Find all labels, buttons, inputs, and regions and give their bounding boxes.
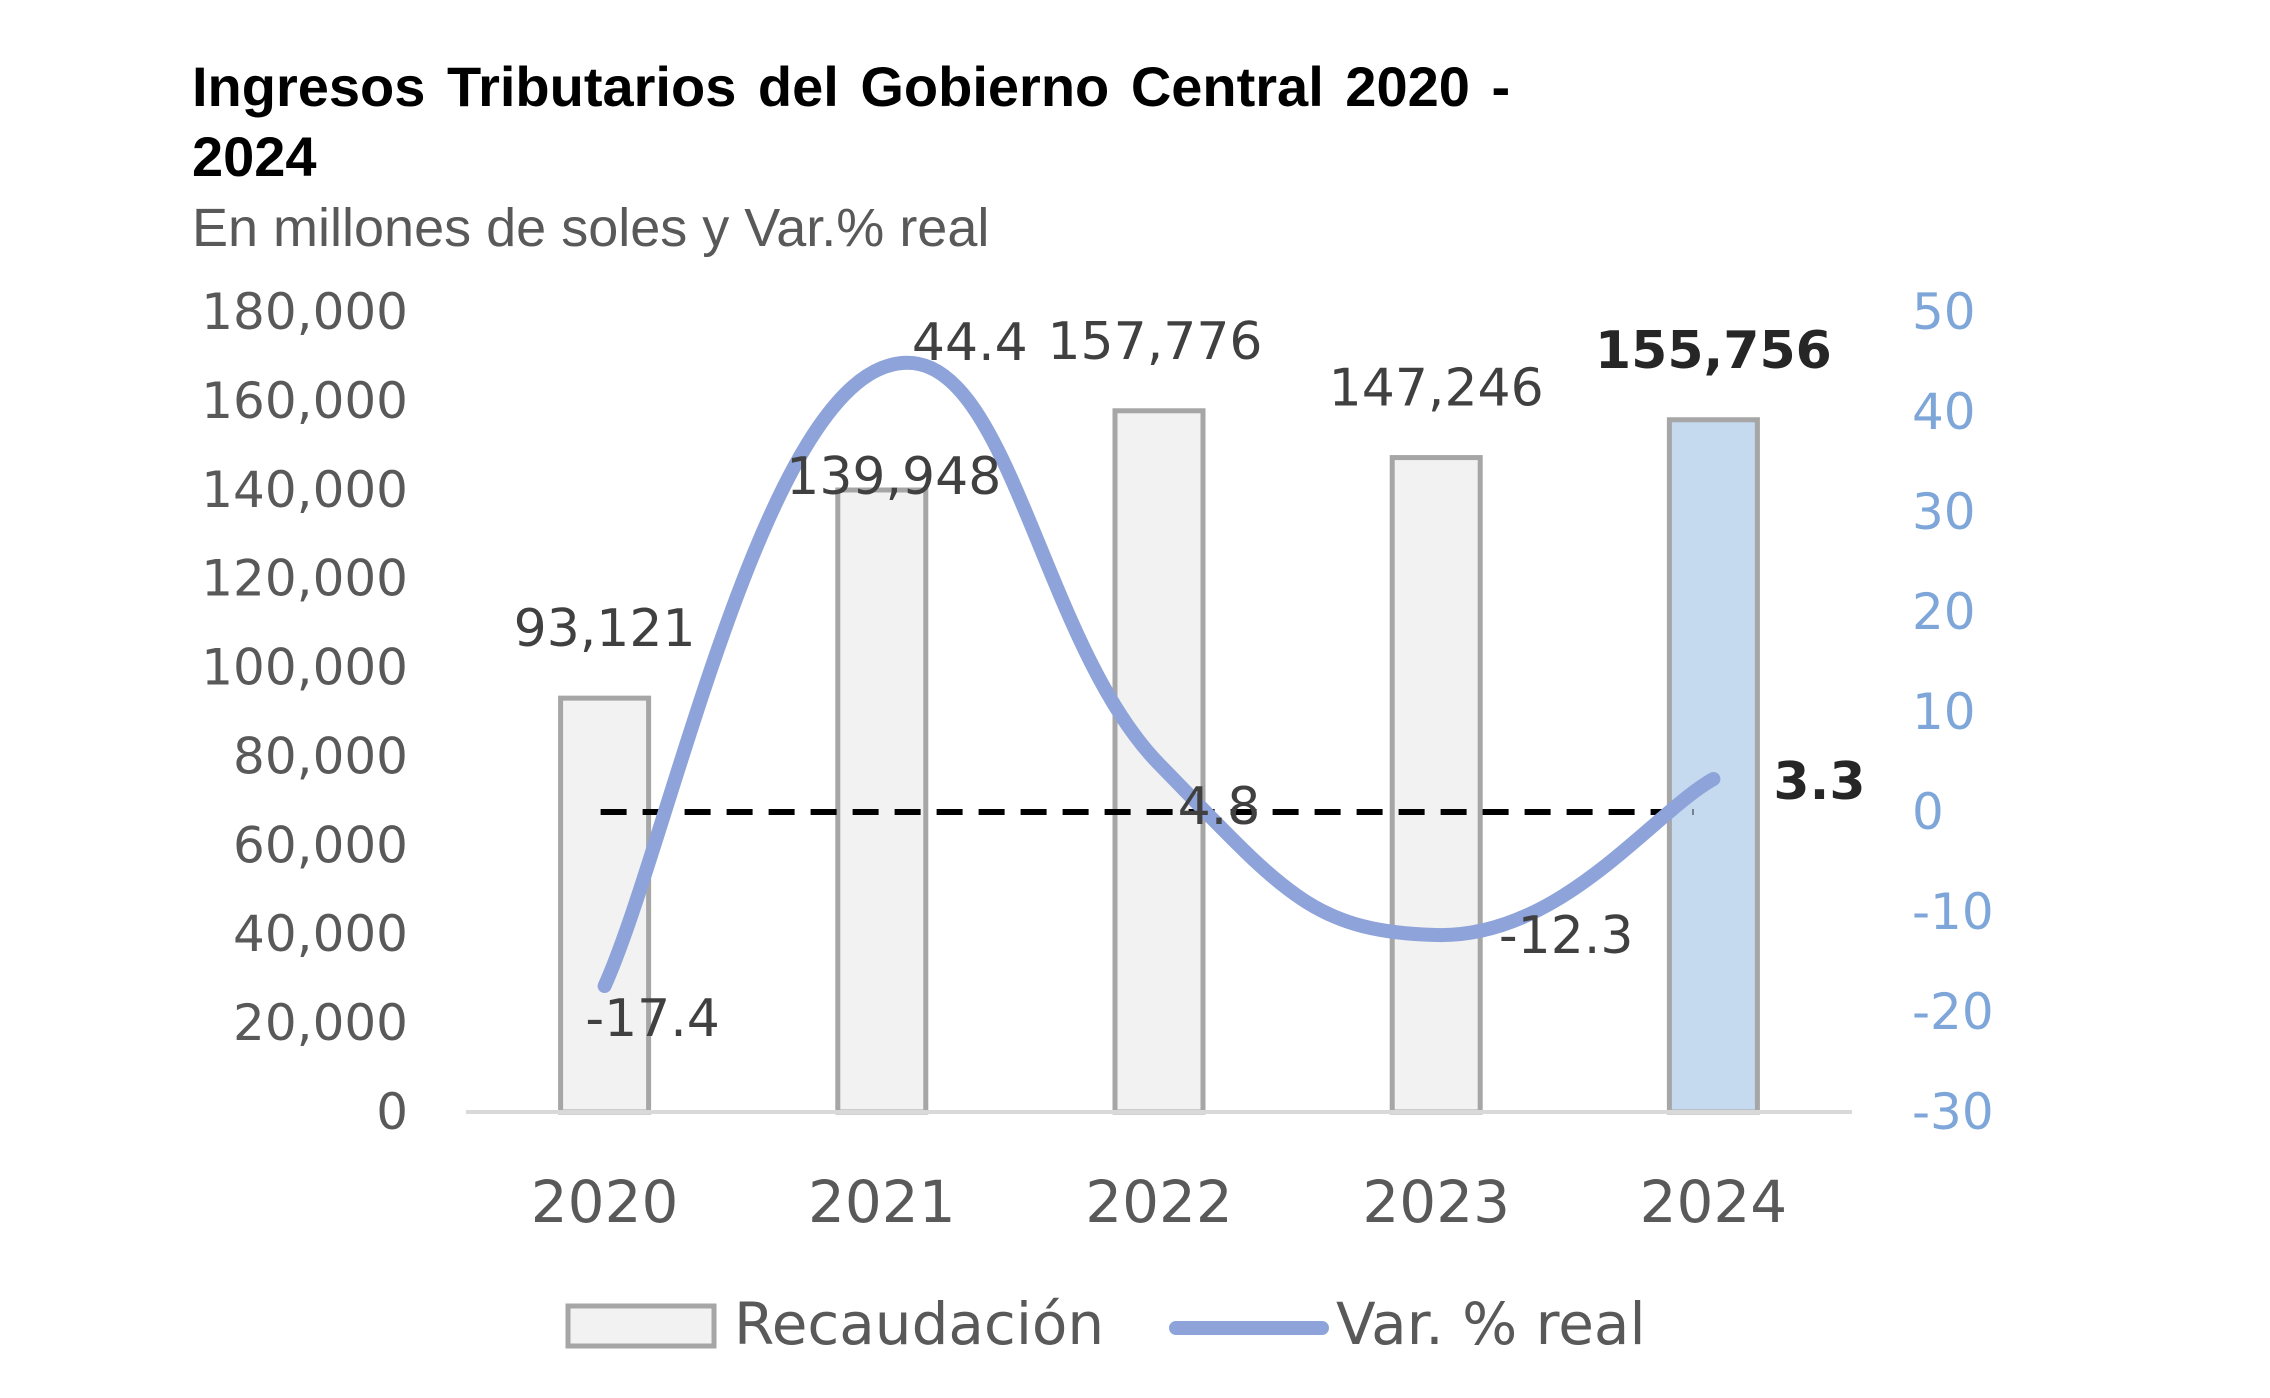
- y-left-tick-label: 20,000: [233, 994, 408, 1052]
- y-left-tick-label: 140,000: [201, 461, 408, 519]
- x-tick-label: 2023: [1362, 1168, 1510, 1236]
- legend-label-var-real: Var. % real: [1336, 1290, 1646, 1358]
- y-right-tick-label: -10: [1912, 883, 1994, 941]
- y-left-tick-label: 40,000: [233, 905, 408, 963]
- x-tick-label: 2020: [531, 1168, 679, 1236]
- line-data-label: 44.4: [912, 313, 1028, 373]
- y-right-tick-label: 20: [1912, 583, 1976, 641]
- chart-title: Ingresos Tributarios del Gobierno Centra…: [192, 55, 1511, 188]
- line-data-label: 3.3: [1773, 752, 1865, 812]
- y-left-tick-label: 0: [376, 1083, 408, 1141]
- bar-recaudacion-2024: [1666, 417, 1760, 1115]
- y-right-tick-label: 10: [1912, 683, 1976, 741]
- title-block: Ingresos Tributarios del Gobierno Centra…: [192, 52, 1652, 260]
- x-tick-label: 2022: [1085, 1168, 1233, 1236]
- bar-recaudacion-2023: [1389, 455, 1483, 1115]
- y-left-tick-label: 60,000: [233, 816, 408, 874]
- y-right-tick-label: -20: [1912, 983, 1994, 1041]
- y-right-tick-label: -30: [1912, 1083, 1994, 1141]
- bar-recaudacion-2021: [835, 487, 929, 1115]
- bar-data-label: 139,948: [786, 447, 1001, 507]
- line-data-label: 4.8: [1178, 777, 1261, 837]
- x-tick-label: 2024: [1640, 1168, 1788, 1236]
- y-left-tick-label: 80,000: [233, 727, 408, 785]
- chart-subtitle: En millones de soles y Var.% real: [192, 198, 990, 258]
- x-tick-label: 2021: [808, 1168, 956, 1236]
- legend-label-recaudacion: Recaudación: [734, 1290, 1104, 1358]
- y-left-tick-label: 120,000: [201, 550, 408, 608]
- bar-data-label: 147,246: [1329, 359, 1544, 419]
- legend-swatch-recaudacion: [565, 1303, 717, 1349]
- y-left-tick-label: 100,000: [201, 639, 408, 697]
- bar-data-label: 155,756: [1595, 321, 1832, 381]
- y-left-tick-label: 180,000: [201, 283, 408, 341]
- y-right-tick-label: 50: [1912, 283, 1976, 341]
- line-data-label: -17.4: [585, 989, 720, 1049]
- bar-data-label: 93,121: [514, 599, 696, 659]
- y-left-tick-label: 160,000: [201, 372, 408, 430]
- line-data-label: -12.3: [1499, 906, 1634, 966]
- y-right-tick-label: 0: [1912, 783, 1944, 841]
- bar-data-label: 157,776: [1047, 312, 1262, 372]
- y-right-tick-label: 30: [1912, 483, 1976, 541]
- y-right-tick-label: 40: [1912, 383, 1976, 441]
- line-var-real: [597, 355, 1721, 993]
